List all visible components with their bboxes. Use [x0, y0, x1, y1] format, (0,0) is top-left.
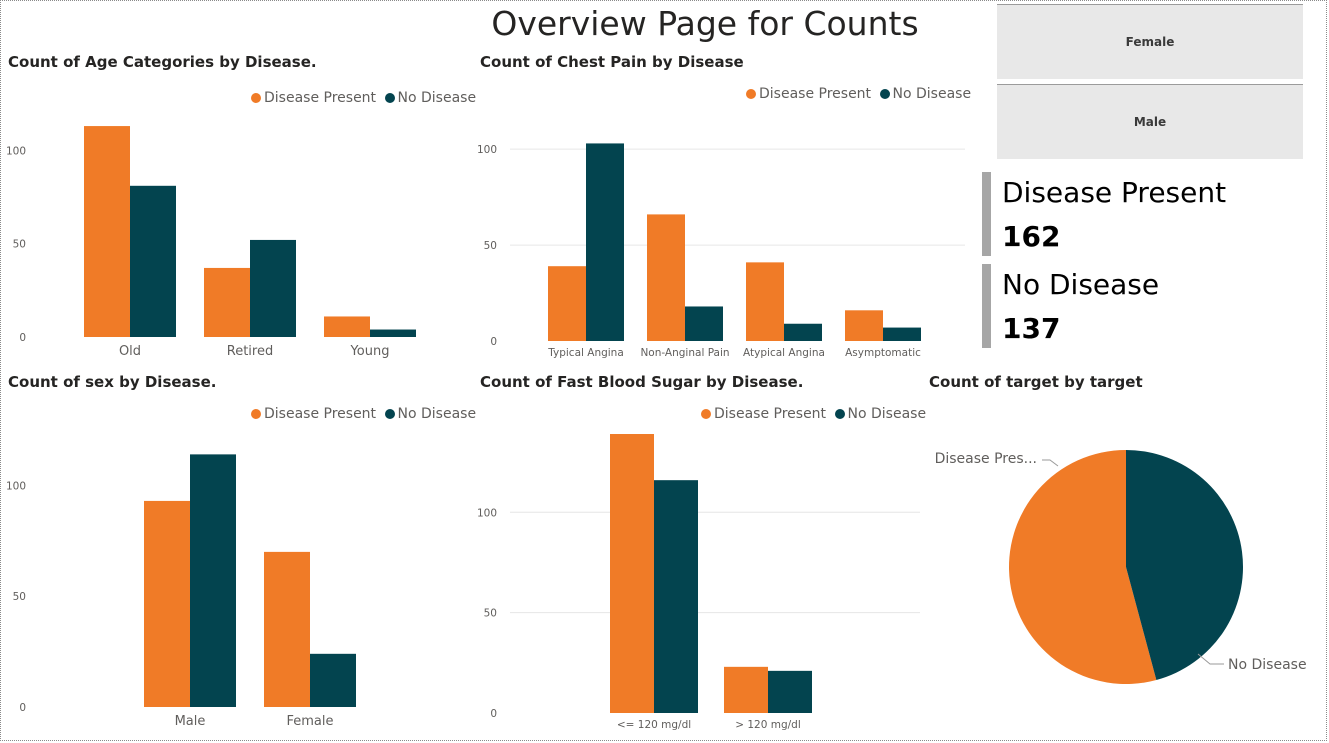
legend-dot-icon	[879, 89, 890, 99]
slicer-female-button[interactable]: Female	[997, 4, 1303, 79]
legend-item-disease-present[interactable]: Disease Present	[251, 406, 376, 422]
legend-label: Disease Present	[714, 406, 827, 422]
legend-dot-icon	[384, 93, 395, 103]
chest-bar-no-disease[interactable]	[784, 323, 822, 341]
legend-dot-icon	[701, 409, 711, 419]
fbs-category-label: <= 120 mg/dl	[617, 719, 691, 731]
age-chart-title: Count of Age Categories by Disease.	[8, 53, 317, 71]
age-bar-disease-present[interactable]	[324, 316, 370, 337]
fbs-chart-title: Count of Fast Blood Sugar by Disease.	[480, 373, 804, 391]
target-pie-slice-no-disease[interactable]	[1126, 450, 1243, 680]
fbs-bar-disease-present[interactable]	[724, 666, 768, 713]
legend-label: Disease Present	[264, 90, 377, 106]
age-bar-no-disease[interactable]	[250, 239, 296, 337]
chest-category-label: Typical Angina	[547, 347, 624, 359]
legend-label: Disease Present	[264, 406, 377, 422]
chest-pain-chart-title: Count of Chest Pain by Disease	[480, 53, 744, 71]
legend-label: No Disease	[397, 406, 477, 422]
chest-y-tick-label: 50	[484, 240, 497, 252]
card-label: No Disease	[1002, 268, 1160, 301]
card-accent-bar	[982, 172, 991, 256]
fbs-bar-disease-present[interactable]	[610, 434, 654, 713]
legend-item-disease-present[interactable]: Disease Present	[701, 406, 826, 422]
chest-bar-disease-present[interactable]	[845, 310, 883, 341]
legend-dot-icon	[834, 409, 845, 419]
sex-bar-disease-present[interactable]	[144, 500, 190, 707]
legend-dot-icon	[384, 409, 395, 419]
legend-item-disease-present[interactable]: Disease Present	[251, 90, 376, 106]
legend-item-no-disease[interactable]: No Disease	[879, 86, 972, 102]
chest-bar-disease-present[interactable]	[746, 262, 784, 341]
fbs-y-tick-label: 0	[490, 708, 497, 720]
age-y-tick-label: 50	[13, 239, 26, 251]
fbs-y-tick-label: 100	[477, 507, 497, 519]
disease-present-card: Disease Present 162	[980, 172, 1310, 256]
chest-y-tick-label: 0	[490, 336, 497, 348]
sex-chart-title: Count of sex by Disease.	[8, 373, 217, 391]
card-label: Disease Present	[1002, 176, 1227, 209]
age-category-label: Retired	[227, 344, 273, 359]
sex-y-tick-label: 50	[13, 591, 26, 603]
sex-bar-no-disease[interactable]	[190, 454, 236, 707]
age-category-label: Young	[350, 344, 390, 359]
legend-label: No Disease	[892, 86, 972, 102]
fbs-y-tick-label: 50	[484, 608, 497, 620]
page-title: Overview Page for Counts	[491, 4, 919, 43]
age-y-tick-label: 100	[6, 145, 26, 157]
legend-dot-icon	[251, 93, 261, 103]
chest-bar-no-disease[interactable]	[883, 327, 921, 341]
no-disease-card: No Disease 137	[980, 264, 1310, 348]
chest-y-tick-label: 100	[477, 144, 497, 156]
sex-category-label: Female	[286, 714, 333, 729]
sex-y-tick-label: 0	[19, 702, 26, 714]
card-value: 162	[1002, 220, 1061, 253]
legend-dot-icon	[251, 409, 261, 419]
legend-item-no-disease[interactable]: No Disease	[384, 90, 477, 106]
chest-bar-no-disease[interactable]	[685, 306, 723, 341]
target-pie-label: No Disease	[1228, 657, 1307, 673]
legend-item-no-disease[interactable]: No Disease	[834, 406, 927, 422]
legend-item-disease-present[interactable]: Disease Present	[746, 86, 871, 102]
slicer-male-button[interactable]: Male	[997, 84, 1303, 159]
sex-bar-disease-present[interactable]	[264, 551, 310, 707]
chest-bar-no-disease[interactable]	[586, 143, 624, 341]
target-pie-label: Disease Pres...	[935, 451, 1037, 467]
age-chart-legend: Disease Present No Disease	[251, 90, 480, 106]
age-bar-no-disease[interactable]	[130, 185, 176, 337]
target-pie-leader-line[interactable]	[1042, 459, 1059, 467]
card-accent-bar	[982, 264, 991, 348]
age-category-label: Old	[119, 344, 141, 359]
target-chart-title: Count of target by target	[929, 373, 1143, 391]
chest-bar-disease-present[interactable]	[647, 214, 685, 341]
target-pie-leader-line[interactable]	[1197, 653, 1224, 665]
target-pie-slice-disease-present[interactable]	[1009, 450, 1157, 684]
sex-y-tick-label: 100	[6, 480, 26, 492]
chest-pain-chart-legend: Disease Present No Disease	[746, 86, 975, 102]
fbs-chart-legend: Disease Present No Disease	[701, 406, 930, 422]
chest-bar-disease-present[interactable]	[548, 266, 586, 341]
sex-category-label: Male	[175, 714, 206, 729]
fbs-bar-no-disease[interactable]	[768, 670, 812, 713]
chest-category-label: Atypical Angina	[743, 347, 825, 359]
sex-chart-legend: Disease Present No Disease	[251, 406, 480, 422]
age-bar-disease-present[interactable]	[204, 267, 250, 337]
legend-label: No Disease	[847, 406, 927, 422]
legend-label: Disease Present	[759, 86, 872, 102]
card-value: 137	[1002, 312, 1061, 345]
chest-category-label: Asymptomatic	[845, 347, 921, 359]
sex-bar-no-disease[interactable]	[310, 653, 356, 707]
age-bar-no-disease[interactable]	[370, 329, 416, 337]
legend-label: No Disease	[397, 90, 477, 106]
fbs-category-label: > 120 mg/dl	[735, 719, 801, 731]
legend-item-no-disease[interactable]: No Disease	[384, 406, 477, 422]
chest-category-label: Non-Anginal Pain	[640, 347, 729, 359]
fbs-bar-no-disease[interactable]	[654, 480, 698, 713]
legend-dot-icon	[746, 89, 756, 99]
age-bar-disease-present[interactable]	[84, 126, 130, 337]
age-y-tick-label: 0	[19, 332, 26, 344]
